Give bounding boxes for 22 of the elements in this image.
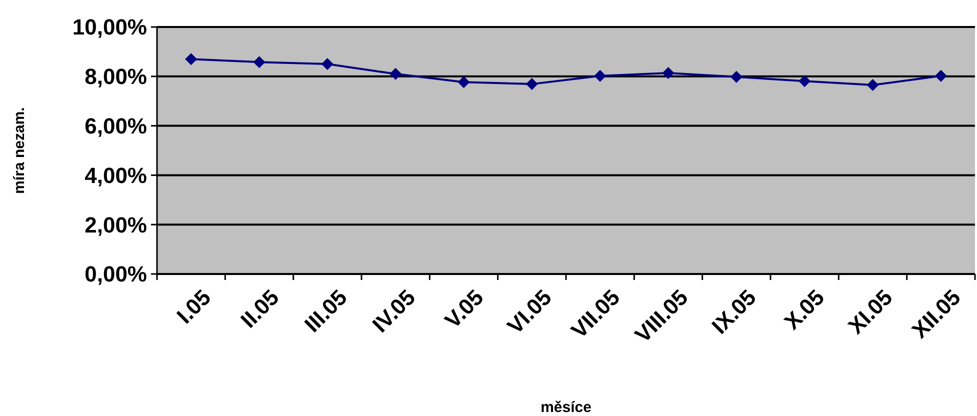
x-tick-label: I.05 <box>172 284 216 328</box>
point <box>730 70 742 83</box>
y-tick-label: 10,00% <box>72 14 147 40</box>
point <box>662 66 674 79</box>
point <box>185 53 198 66</box>
point <box>594 70 606 82</box>
point <box>866 79 879 92</box>
point <box>798 75 811 88</box>
y-tick-label: 6,00% <box>84 114 147 138</box>
point <box>390 68 402 80</box>
point <box>526 78 538 90</box>
x-tick-label: V.05 <box>440 284 488 334</box>
y-tick-label: 8,00% <box>84 64 147 90</box>
y-axis-title: míra nezam. <box>11 107 28 194</box>
y-tick-label: 4,00% <box>84 162 147 188</box>
point <box>321 58 334 70</box>
point <box>253 56 266 68</box>
y-tick-label: 0,00% <box>84 262 147 287</box>
y-tick-label: 2,00% <box>84 212 147 238</box>
point <box>934 70 947 82</box>
point <box>458 76 470 88</box>
x-axis-title: měsíce <box>540 399 592 416</box>
